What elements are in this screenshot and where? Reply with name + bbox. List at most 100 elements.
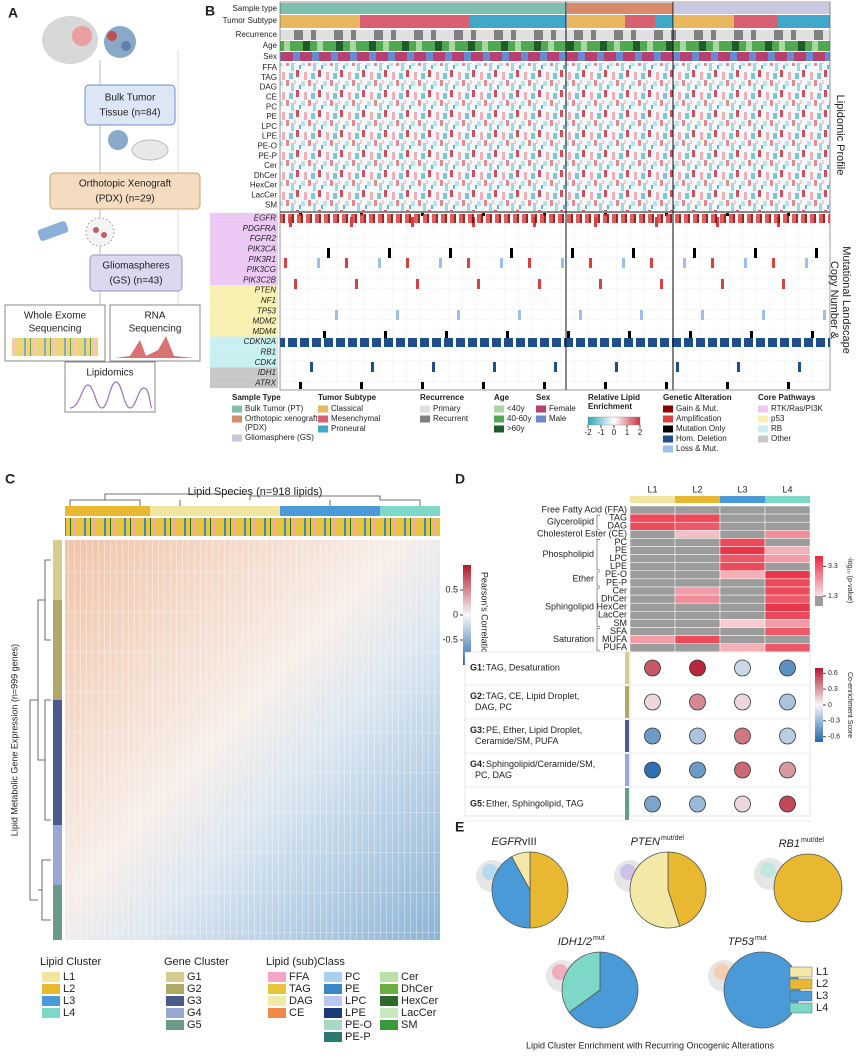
legend-swatch — [758, 415, 768, 423]
series-label: DAG, PC — [475, 702, 513, 712]
heatmap-cell — [719, 530, 766, 539]
legend-swatch — [663, 435, 673, 443]
row-label: PE-P — [606, 577, 627, 587]
legend-swatch — [758, 435, 768, 443]
legend-swatch — [789, 1002, 813, 1014]
pie-slice — [491, 856, 531, 929]
heatmap-cell — [764, 546, 811, 555]
legend-swatch — [789, 978, 813, 990]
legend-label: RTK/Ras/PI3K — [771, 404, 824, 413]
colorbar-title: Co-enrichment Score — [846, 672, 853, 738]
legend-swatch — [380, 984, 398, 994]
row-label: LPC — [261, 122, 277, 131]
box-text: (PDX) (n=29) — [95, 194, 154, 205]
series-label: Ether, Sphingolipid, TAG — [486, 798, 584, 808]
y-axis-label: Lipid Metabolic Gene Expression (n=999 g… — [9, 644, 19, 836]
legend-label: Female — [549, 404, 576, 413]
pie-title-sup: mut/del — [661, 835, 684, 842]
legend-label: L2 — [63, 983, 75, 995]
heatmap-cell — [764, 602, 811, 612]
caption: Lipid Cluster Enrichment with Recurring … — [526, 1040, 775, 1050]
box-text: Tissue (n=84) — [99, 108, 160, 119]
heatmap-cell — [764, 538, 811, 547]
legend-swatch — [318, 425, 328, 433]
panel-a: A Bulk Tumor Tissue (n=84) Orthotopic Xe… — [4, 5, 201, 413]
row-label: LPE — [262, 132, 277, 141]
column-label: L2 — [692, 484, 702, 494]
legend-swatch — [318, 415, 328, 423]
heatmap-cell — [719, 521, 766, 531]
heatmap-cell — [629, 619, 676, 628]
row-label: Sample type — [233, 4, 278, 13]
pie-slice — [667, 851, 707, 927]
legend-label: Bulk Tumor (PT) — [245, 404, 304, 413]
head-glow — [714, 964, 730, 980]
gene-label-bg — [210, 233, 278, 244]
dot — [779, 761, 796, 779]
row-label: PC — [614, 537, 627, 547]
colorbar-tick-label: -2 — [584, 428, 592, 437]
legend-swatch — [494, 425, 504, 433]
legend-label: L1 — [63, 971, 75, 983]
row-label: PIK3R1 — [248, 255, 276, 264]
row-label: PIK3CG — [247, 265, 276, 274]
bracket — [596, 539, 600, 571]
row-label: LPE — [610, 561, 627, 571]
group-label: Saturation — [553, 634, 594, 644]
row-label: MDM2 — [252, 317, 276, 326]
dot — [779, 795, 796, 813]
legend-label: <40y — [507, 404, 525, 413]
row-label: Age — [263, 41, 278, 50]
legend-label: LPC — [345, 995, 366, 1007]
row-label: PIK3CA — [248, 245, 276, 254]
row-label: PC — [266, 102, 277, 111]
legend-swatch — [42, 1008, 60, 1018]
legend-swatch — [380, 1008, 398, 1018]
legend-title: Sample Type — [232, 393, 281, 402]
dot — [734, 727, 751, 745]
row-label: MUFA — [602, 634, 627, 644]
series-name: G4: — [470, 759, 485, 769]
gene-label-bg — [210, 377, 278, 389]
heatmap-cell — [719, 586, 766, 596]
legend-swatch — [663, 405, 673, 413]
group-label: Glycerolipid — [547, 517, 594, 527]
legend-swatch — [324, 1032, 342, 1042]
legend-label: Orthotopic xenograft — [245, 414, 318, 423]
gene-label-bg — [210, 367, 278, 378]
bracket — [596, 628, 600, 652]
legend-label: Cer — [401, 971, 419, 983]
column-bar — [630, 496, 675, 503]
legend-label: Amplification — [676, 414, 721, 423]
head-glow — [482, 864, 498, 880]
legend-swatch — [166, 996, 184, 1006]
legend-title: Recurrence — [420, 393, 465, 402]
gene-label-bg — [210, 243, 278, 255]
row-label: PUFA — [603, 642, 627, 652]
heatmap-cell — [764, 570, 811, 580]
heatmap-cell — [764, 643, 811, 653]
legend-swatch — [663, 425, 673, 433]
head-glow — [552, 964, 568, 980]
legend-label: Recurrent — [433, 414, 469, 423]
legend-swatch — [324, 1008, 342, 1018]
pie-slice — [773, 853, 843, 923]
row-label: Free Fatty Acid (FFA) — [541, 504, 627, 514]
column-label: L4 — [782, 484, 792, 494]
row-label: FFA — [262, 63, 277, 72]
legend-swatch — [324, 996, 342, 1006]
legend-swatch — [268, 984, 286, 994]
row-label: MDM4 — [252, 327, 276, 336]
legend-label: HexCer — [401, 995, 439, 1007]
row-label: PE — [266, 112, 277, 121]
legend-label: Loss & Mut. — [676, 444, 718, 453]
legend-title: Core Pathways — [758, 393, 816, 402]
heatmap-cell — [764, 521, 811, 531]
lipid-heatmap — [280, 63, 830, 211]
box-text: Gliomaspheres — [102, 261, 169, 272]
heatmap-cell — [719, 554, 766, 563]
row-label: TAG — [609, 513, 627, 523]
heatmap-cell — [764, 554, 811, 563]
row-label: LacCer — [598, 610, 627, 620]
bracket — [596, 514, 600, 530]
